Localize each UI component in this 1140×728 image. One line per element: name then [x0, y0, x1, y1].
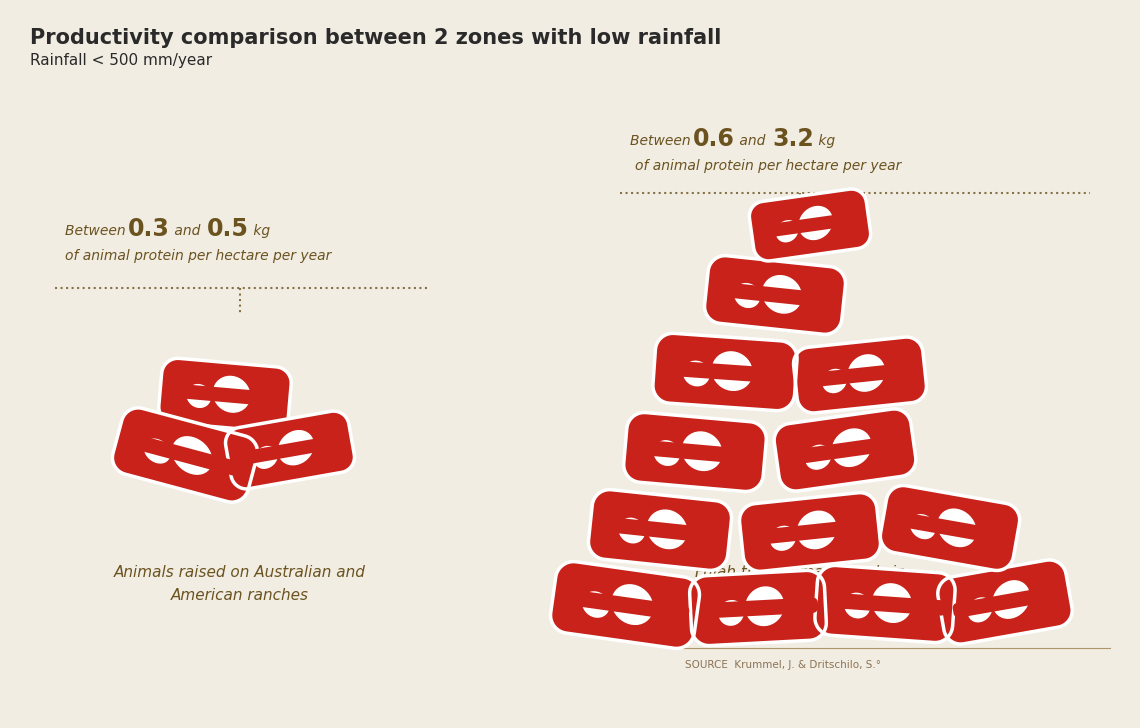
Polygon shape — [158, 358, 291, 432]
Polygon shape — [896, 512, 1010, 545]
Polygon shape — [763, 276, 801, 313]
Polygon shape — [648, 510, 686, 549]
Polygon shape — [789, 435, 906, 464]
Text: Between: Between — [630, 134, 695, 148]
Polygon shape — [254, 446, 277, 468]
Text: 0.6: 0.6 — [693, 127, 735, 151]
Polygon shape — [226, 411, 355, 489]
Text: of animal protein per hectare per year: of animal protein per hectare per year — [635, 159, 902, 173]
Polygon shape — [653, 333, 797, 411]
Polygon shape — [823, 369, 846, 392]
Polygon shape — [911, 515, 935, 539]
Polygon shape — [880, 486, 1019, 571]
Polygon shape — [624, 413, 766, 491]
Text: kg: kg — [814, 134, 836, 148]
Polygon shape — [612, 585, 653, 625]
Text: 0.3: 0.3 — [128, 217, 170, 241]
Polygon shape — [145, 439, 170, 463]
Text: kg: kg — [249, 224, 270, 238]
Polygon shape — [938, 560, 1073, 644]
Text: of animal protein per hectare per year: of animal protein per hectare per year — [65, 249, 332, 263]
Text: American ranches: American ranches — [171, 588, 309, 603]
Polygon shape — [774, 409, 915, 491]
Polygon shape — [567, 590, 690, 621]
Polygon shape — [806, 446, 831, 469]
Text: SOURCE  Krummel, J. & Dritschilo, S.°: SOURCE Krummel, J. & Dritschilo, S.° — [685, 660, 881, 670]
Polygon shape — [172, 384, 283, 407]
Polygon shape — [278, 431, 314, 464]
Polygon shape — [993, 581, 1029, 618]
Polygon shape — [690, 571, 826, 646]
Polygon shape — [683, 432, 722, 470]
Polygon shape — [654, 441, 679, 465]
Polygon shape — [763, 212, 862, 237]
Text: Animals raised on Australian and: Animals raised on Australian and — [114, 565, 366, 580]
Polygon shape — [213, 376, 250, 412]
Polygon shape — [172, 437, 212, 474]
Polygon shape — [130, 434, 246, 477]
Polygon shape — [239, 435, 345, 464]
Text: 0.5: 0.5 — [207, 217, 249, 241]
Polygon shape — [873, 584, 911, 622]
Text: 3.2: 3.2 — [772, 127, 814, 151]
Polygon shape — [705, 256, 846, 334]
Polygon shape — [776, 221, 798, 242]
Polygon shape — [749, 189, 871, 261]
Polygon shape — [798, 511, 836, 549]
Polygon shape — [938, 509, 976, 547]
Polygon shape — [712, 352, 752, 390]
Polygon shape — [735, 284, 759, 307]
Polygon shape — [719, 282, 837, 309]
Polygon shape — [845, 593, 870, 618]
Polygon shape — [588, 490, 732, 570]
Polygon shape — [719, 601, 743, 625]
Polygon shape — [551, 561, 700, 649]
Text: and: and — [170, 224, 205, 238]
Polygon shape — [740, 493, 880, 571]
Text: Between: Between — [65, 224, 130, 238]
Text: Rainfall < 500 mm/year: Rainfall < 500 mm/year — [30, 53, 212, 68]
Polygon shape — [187, 384, 211, 408]
Text: Productivity comparison between 2 zones with low rainfall: Productivity comparison between 2 zones … — [30, 28, 722, 48]
Polygon shape — [848, 355, 885, 391]
Polygon shape — [953, 585, 1062, 617]
Polygon shape — [799, 207, 832, 240]
Polygon shape — [667, 360, 788, 384]
Polygon shape — [968, 598, 992, 622]
Polygon shape — [619, 518, 644, 543]
Text: and: and — [735, 134, 770, 148]
Polygon shape — [746, 587, 783, 625]
Polygon shape — [771, 526, 796, 550]
Polygon shape — [684, 361, 709, 386]
Polygon shape — [829, 593, 946, 616]
Polygon shape — [703, 598, 819, 618]
Polygon shape — [755, 518, 871, 545]
Polygon shape — [583, 592, 609, 617]
Polygon shape — [638, 440, 757, 464]
Polygon shape — [815, 566, 955, 643]
Polygon shape — [832, 429, 871, 467]
Polygon shape — [113, 408, 258, 502]
Text: Mali: Mali — [784, 588, 815, 603]
Polygon shape — [793, 337, 927, 413]
Text: Fulah transhumant herds in: Fulah transhumant herds in — [694, 565, 905, 580]
Polygon shape — [807, 363, 918, 387]
Polygon shape — [603, 517, 723, 544]
